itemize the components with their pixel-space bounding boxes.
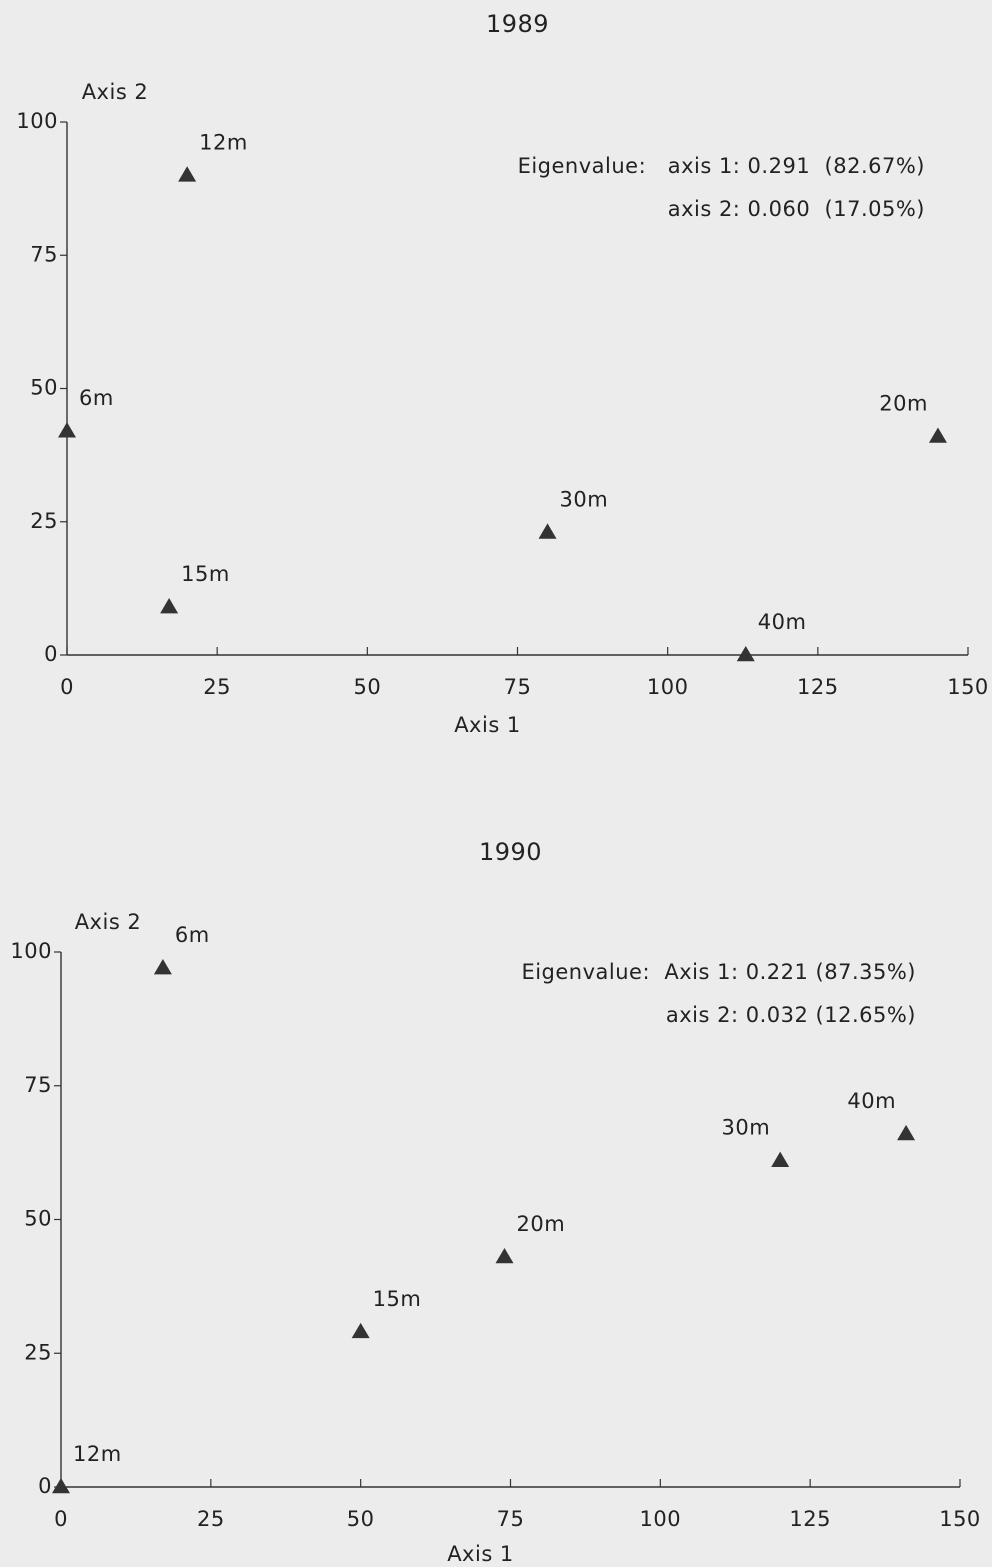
y-tick-label: 50	[24, 1207, 52, 1231]
point	[737, 646, 755, 661]
x-axis-label: Axis 1	[454, 713, 521, 737]
point	[539, 523, 557, 538]
y-axis-label: Axis 2	[75, 910, 142, 934]
point-label: 15m	[181, 562, 230, 586]
point	[496, 1248, 514, 1263]
point-label: 30m	[722, 1116, 771, 1140]
point-label: 6m	[175, 923, 210, 947]
point-label: 12m	[199, 130, 248, 154]
point-label: 30m	[560, 487, 609, 511]
y-tick-label: 25	[30, 509, 58, 533]
x-axis-label: Axis 1	[447, 1542, 514, 1566]
x-tick-label: 125	[789, 1507, 831, 1531]
point	[154, 959, 172, 974]
x-tick-label: 50	[347, 1507, 375, 1531]
annotation: Eigenvalue: axis 1: 0.291 (82.67%)	[518, 154, 925, 178]
point	[771, 1152, 789, 1167]
x-tick-label: 100	[640, 1507, 682, 1531]
annotation: axis 2: 0.060 (17.05%)	[668, 197, 925, 221]
point	[929, 427, 947, 442]
y-tick-label: 100	[16, 109, 58, 133]
point	[897, 1125, 915, 1140]
y-tick-label: 50	[30, 376, 58, 400]
y-tick-label: 25	[24, 1340, 52, 1364]
x-tick-label: 75	[504, 675, 532, 699]
point-label: 20m	[517, 1212, 566, 1236]
point	[178, 166, 196, 181]
y-tick-label: 100	[10, 939, 52, 963]
point	[52, 1478, 70, 1493]
y-tick-label: 0	[44, 642, 58, 666]
point-label: 20m	[879, 391, 928, 415]
point-label: 15m	[373, 1287, 422, 1311]
point	[160, 598, 178, 613]
x-tick-label: 75	[497, 1507, 525, 1531]
figure: 1989 Axis 2 Axis 1 0 25 50 75 100 125 150 0 25 50 75 1…	[0, 0, 992, 1567]
page: {"chart_data": [ {"type": "scatter", "ti…	[0, 0, 992, 1567]
x-tick-label: 100	[647, 675, 689, 699]
y-tick-label: 75	[30, 242, 58, 266]
point	[58, 422, 76, 437]
x-tick-label: 150	[939, 1507, 981, 1531]
point-label: 40m	[847, 1089, 896, 1113]
point-label: 40m	[758, 610, 807, 634]
point	[352, 1323, 370, 1338]
x-tick-label: 25	[197, 1507, 225, 1531]
x-tick-label: 0	[60, 675, 74, 699]
annotation: axis 2: 0.032 (12.65%)	[666, 1003, 916, 1027]
y-tick-label: 0	[38, 1474, 52, 1498]
x-tick-label: 50	[353, 675, 381, 699]
y-axis-label: Axis 2	[82, 80, 149, 104]
x-tick-label: 0	[54, 1507, 68, 1531]
chart-title: 1989	[486, 10, 549, 38]
x-tick-label: 150	[947, 675, 989, 699]
chart-title: 1990	[479, 838, 542, 866]
y-tick-label: 75	[24, 1073, 52, 1097]
x-tick-label: 25	[203, 675, 231, 699]
point-label: 12m	[73, 1442, 122, 1466]
x-tick-label: 125	[797, 675, 839, 699]
point-label: 6m	[79, 386, 114, 410]
annotation: Eigenvalue: Axis 1: 0.221 (87.35%)	[521, 960, 916, 984]
